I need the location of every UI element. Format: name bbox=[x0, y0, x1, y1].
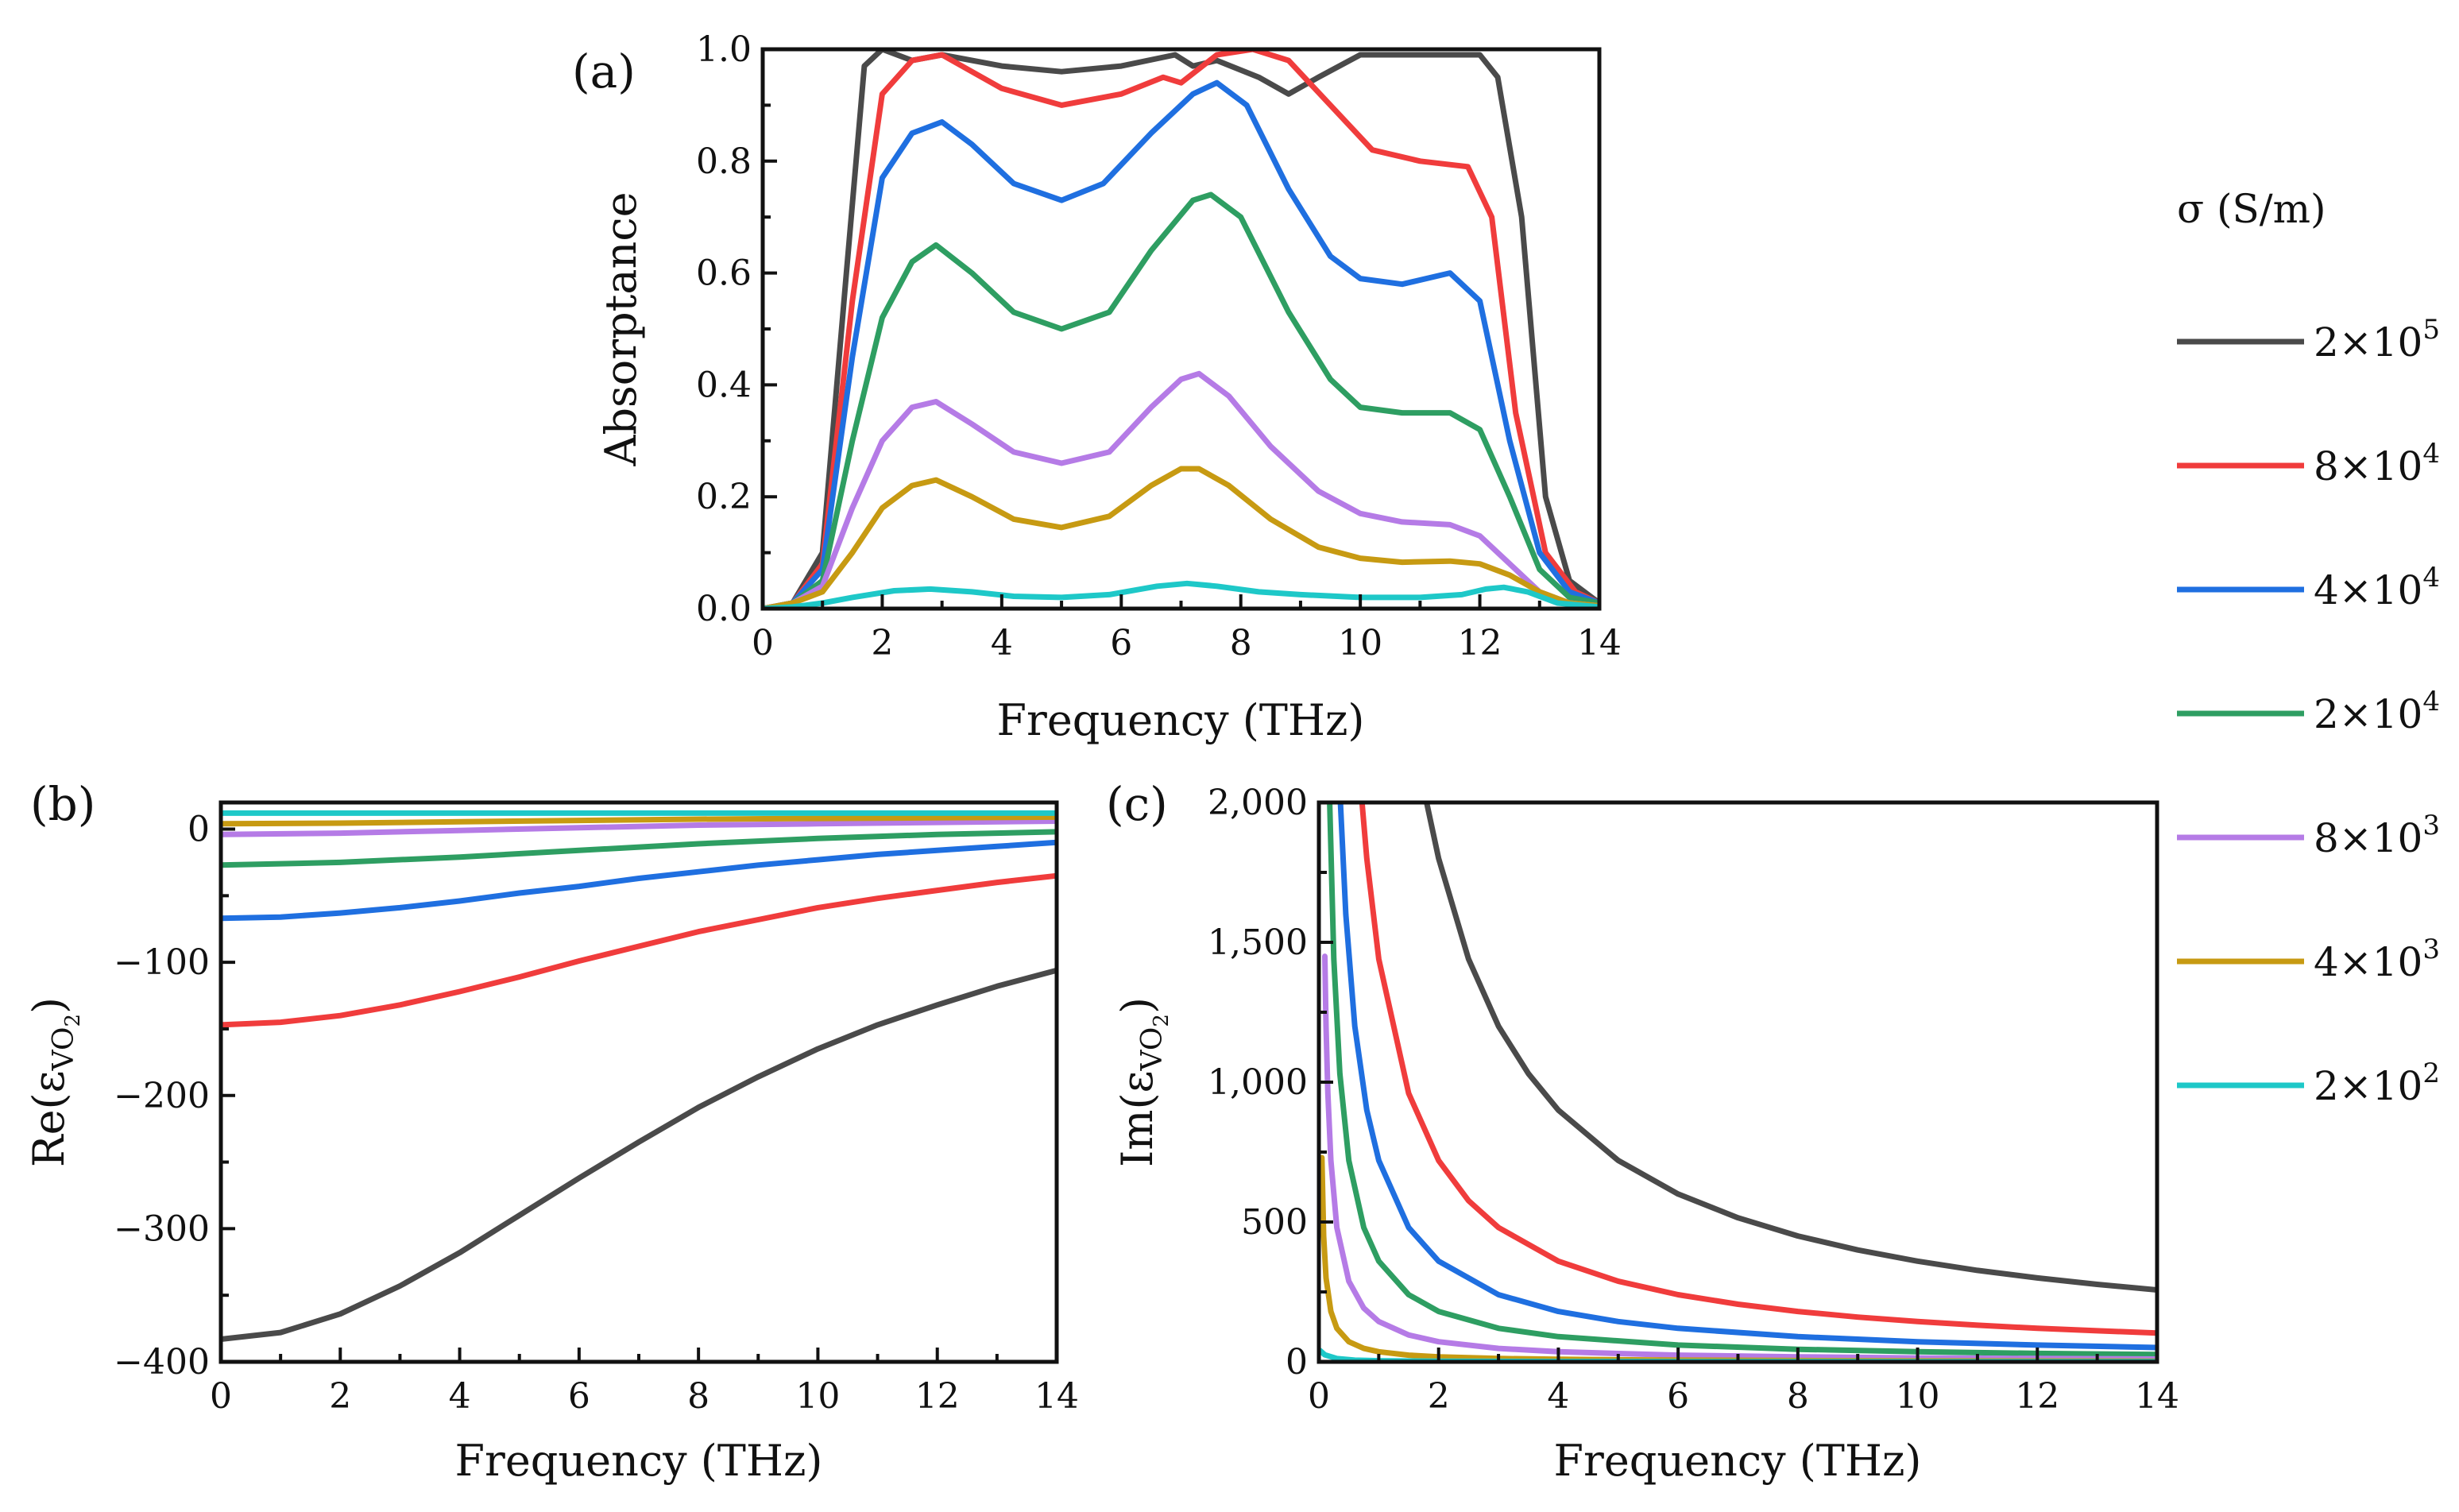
panel-a: (a) 0 2 4 6 8 10 12 14 0.0 0.2 0.4 0.6 0.8 1.0 Freque… bbox=[572, 29, 1622, 745]
legend-title: σ (S/m) bbox=[2177, 186, 2326, 232]
panel-b-ylabel: Re(εVO2) bbox=[24, 997, 85, 1167]
panel-a-xtick-label-0: 0 bbox=[752, 623, 774, 663]
panel-b-ytick-label-3: −100 bbox=[114, 942, 210, 983]
panel-a-ytick-label-4: 0.8 bbox=[696, 141, 752, 182]
panel-a-series-0 bbox=[763, 49, 1599, 609]
panel-b-series-2 bbox=[221, 839, 1057, 922]
panel-c-xtick-label-7: 14 bbox=[2135, 1376, 2179, 1417]
panel-c-xtick-label-0: 0 bbox=[1308, 1376, 1330, 1417]
panel-a-ytick-label-3: 0.6 bbox=[696, 253, 752, 294]
panel-c-xtick-label-2: 4 bbox=[1547, 1376, 1569, 1417]
panel-c-ytick-label-3: 1,500 bbox=[1208, 922, 1308, 963]
panel-a-xlabel: Frequency (THz) bbox=[997, 695, 1365, 745]
panel-a-xtick-label-4: 8 bbox=[1230, 623, 1252, 663]
panel-b-xtick-label-5: 10 bbox=[795, 1376, 840, 1417]
legend-label-3: 2×104 bbox=[2314, 686, 2440, 737]
panel-c-ytick-label-2: 1,000 bbox=[1208, 1062, 1308, 1103]
panel-a-series-3 bbox=[763, 191, 1599, 609]
legend-label-0: 2×105 bbox=[2314, 314, 2440, 365]
panel-a-xtick-label-7: 14 bbox=[1577, 623, 1622, 663]
panel-c-series-3 bbox=[1327, 802, 2157, 1358]
panel-a-ytick-label-1: 0.2 bbox=[696, 477, 752, 517]
panel-b-xtick-label-7: 14 bbox=[1034, 1376, 1079, 1417]
panel-b-xtick-label-2: 4 bbox=[449, 1376, 471, 1417]
panel-b-ticks: 0 2 4 6 8 10 12 14 −400 −300 −200 −100 0 bbox=[114, 810, 1079, 1417]
panel-c-ylabel: Im(εVO2) bbox=[1112, 997, 1173, 1167]
panel-c-series-1 bbox=[1359, 802, 2157, 1336]
panel-a-xtick-label-5: 10 bbox=[1338, 623, 1382, 663]
panel-c-xtick-label-1: 2 bbox=[1428, 1376, 1450, 1417]
panel-a-series-6 bbox=[763, 580, 1599, 609]
panel-c-xtick-label-6: 12 bbox=[2015, 1376, 2059, 1417]
legend: σ (S/m) 2×1058×1044×1042×1048×1034×1032×… bbox=[2177, 186, 2440, 1109]
panel-b-series-1 bbox=[221, 872, 1057, 1028]
panel-c-xtick-label-3: 6 bbox=[1667, 1376, 1689, 1417]
panel-b-series-5 bbox=[221, 814, 1057, 827]
panel-c-xlabel: Frequency (THz) bbox=[1554, 1436, 1922, 1486]
panel-b-ytick-label-1: −300 bbox=[114, 1208, 210, 1249]
panel-b-xlabel: Frequency (THz) bbox=[455, 1436, 823, 1486]
legend-label-5: 4×103 bbox=[2314, 934, 2440, 985]
legend-label-6: 2×102 bbox=[2314, 1058, 2440, 1109]
panel-b-series bbox=[221, 810, 1057, 1342]
panel-a-series-2 bbox=[763, 79, 1599, 609]
panel-a-series-4 bbox=[763, 370, 1599, 609]
panel-b-frame bbox=[218, 800, 1059, 1364]
panel-c-series-4 bbox=[1322, 953, 2157, 1362]
legend-label-1: 8×104 bbox=[2314, 438, 2440, 489]
panel-b-series-0 bbox=[221, 967, 1057, 1342]
panel-c-xtick-label-5: 10 bbox=[1896, 1376, 1940, 1417]
panel-a-ytick-label-0: 0.0 bbox=[696, 589, 752, 629]
panel-a-xtick-label-3: 6 bbox=[1110, 623, 1132, 663]
panel-b-xtick-label-0: 0 bbox=[210, 1376, 232, 1417]
panel-a-ytick-label-2: 0.4 bbox=[696, 365, 752, 405]
legend-label-4: 8×103 bbox=[2314, 810, 2440, 861]
panel-a-ylabel: Absorptance bbox=[596, 191, 646, 466]
panel-c-label: (c) bbox=[1106, 777, 1168, 831]
panel-a-series bbox=[763, 49, 1599, 609]
panel-a-series-1 bbox=[763, 49, 1599, 609]
panel-a-series-5 bbox=[763, 466, 1599, 609]
panel-c-ytick-label-4: 2,000 bbox=[1208, 783, 1308, 823]
panel-a-label: (a) bbox=[572, 44, 636, 99]
panel-a-xtick-label-1: 2 bbox=[871, 623, 893, 663]
panel-b-xtick-label-6: 12 bbox=[915, 1376, 960, 1417]
panel-c-xtick-label-4: 8 bbox=[1787, 1376, 1809, 1417]
panel-c-series-2 bbox=[1337, 802, 2157, 1351]
panel-a-frame bbox=[760, 47, 1602, 611]
panel-b-series-4 bbox=[221, 818, 1057, 837]
panel-b-ytick-label-2: −200 bbox=[114, 1076, 210, 1116]
panel-c-ytick-label-1: 500 bbox=[1241, 1202, 1308, 1243]
panel-c-series bbox=[1319, 802, 2157, 1362]
panel-a-ticks: 0 2 4 6 8 10 12 14 0.0 0.2 0.4 0.6 0.8 1.0 bbox=[696, 29, 1622, 663]
panel-a-xtick-label-2: 4 bbox=[991, 623, 1013, 663]
panel-a-xtick-label-6: 12 bbox=[1458, 623, 1502, 663]
panel-c-ticks: 0 2 4 6 8 10 12 14 0 500 1,000 1,500 2,000 bbox=[1208, 783, 2179, 1417]
panel-b-ytick-label-4: 0 bbox=[188, 810, 210, 850]
panel-c-series-0 bbox=[1424, 802, 2157, 1293]
panel-c: (c) 0 2 4 6 8 10 12 14 0 500 1,000 1,500 2,000 Frequ… bbox=[1106, 777, 2179, 1486]
panel-b-xtick-label-3: 6 bbox=[568, 1376, 590, 1417]
panel-b-ytick-label-0: −400 bbox=[114, 1342, 210, 1382]
panel-b-xtick-label-1: 2 bbox=[329, 1376, 351, 1417]
panel-b: (b) 0 2 4 6 8 10 12 14 −400 −300 −200 −100 0 Frequen… bbox=[24, 777, 1079, 1486]
panel-b-label: (b) bbox=[30, 777, 95, 831]
panel-b-series-3 bbox=[221, 829, 1057, 868]
legend-entries: 2×105 8×104 4×104 2×104 8×103 4×103 2×102 bbox=[2177, 314, 2440, 1109]
panel-a-ytick-label-5: 1.0 bbox=[696, 29, 752, 70]
panel-c-ytick-label-0: 0 bbox=[1286, 1342, 1308, 1382]
panel-b-xtick-label-4: 8 bbox=[687, 1376, 709, 1417]
legend-label-2: 4×104 bbox=[2314, 562, 2440, 613]
